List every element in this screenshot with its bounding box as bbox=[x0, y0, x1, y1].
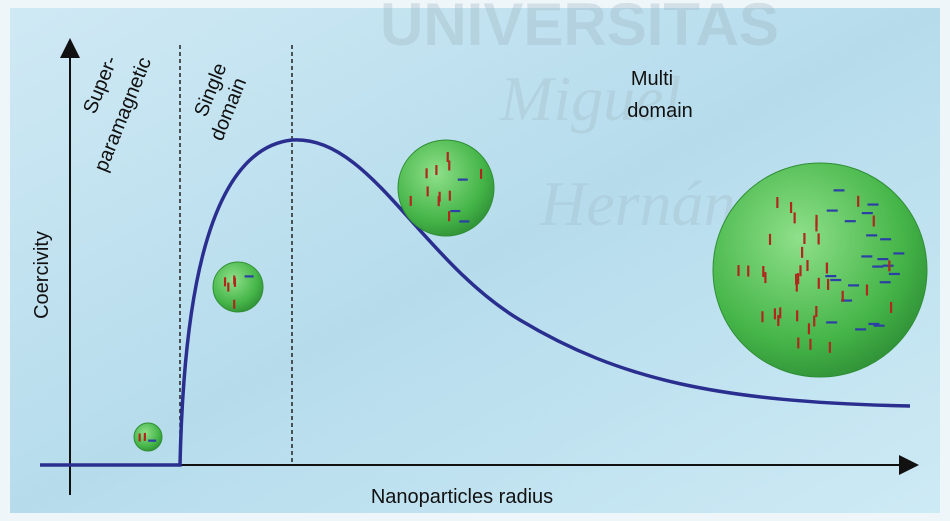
x-axis-label: Nanoparticles radius bbox=[371, 486, 553, 508]
particle bbox=[712, 162, 928, 378]
particle bbox=[397, 139, 495, 237]
particle bbox=[212, 261, 264, 313]
coercivity-curve bbox=[40, 138, 911, 467]
watermark: Miguel bbox=[499, 63, 681, 134]
region-label: Multi bbox=[631, 68, 673, 90]
particles bbox=[133, 139, 928, 452]
y-axis-label: Coercivity bbox=[31, 231, 53, 319]
watermark: UNIVERSITAS bbox=[380, 0, 779, 58]
region-label: domain bbox=[627, 100, 693, 122]
particle bbox=[133, 422, 163, 452]
